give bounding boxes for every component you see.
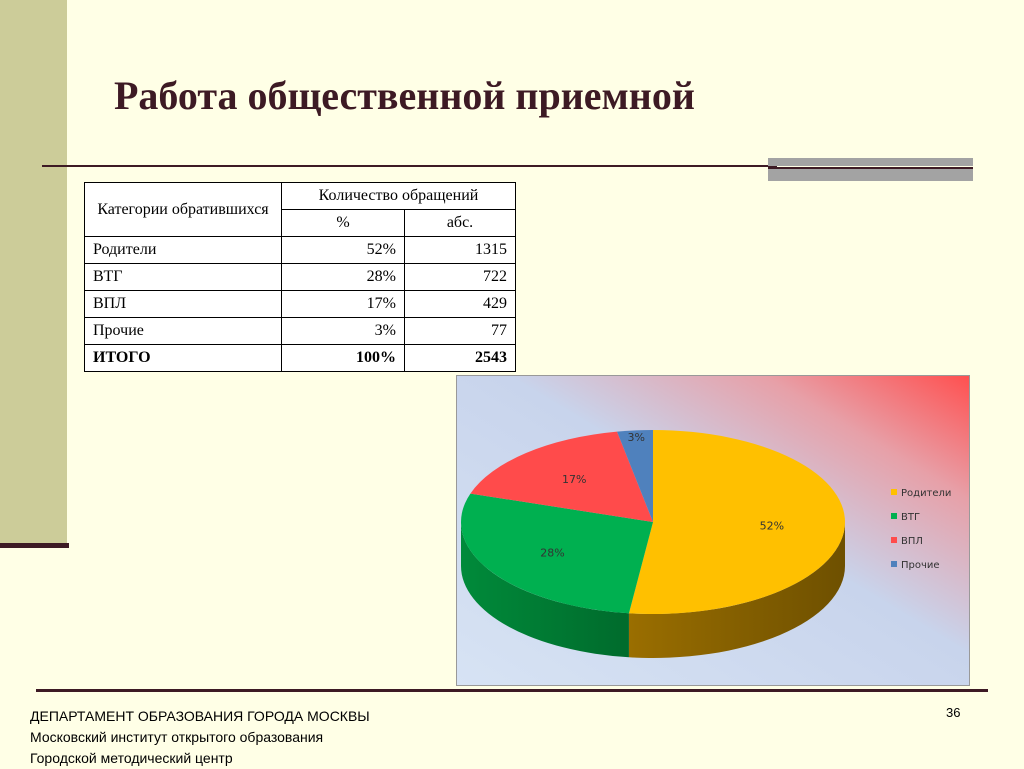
table-total-row: ИТОГО 100% 2543: [84, 344, 516, 372]
row-category: ВТГ: [84, 263, 282, 291]
title-divider-accent: [768, 158, 973, 166]
requests-table: Категории обратившихся Количество обраще…: [84, 182, 516, 372]
row-percent: 28%: [281, 263, 405, 291]
footer-line: ДЕПАРТАМЕНТ ОБРАЗОВАНИЯ ГОРОДА МОСКВЫ: [30, 708, 370, 724]
row-absolute: 1315: [404, 236, 516, 264]
pie-data-label: 3%: [627, 431, 644, 444]
total-absolute: 2543: [404, 344, 516, 372]
row-percent: 17%: [281, 290, 405, 318]
total-percent: 100%: [281, 344, 405, 372]
legend-swatch: [891, 513, 897, 519]
legend-swatch: [891, 537, 897, 543]
row-percent: 3%: [281, 317, 405, 345]
pie-data-label: 17%: [562, 473, 586, 486]
pie-slice: [628, 430, 845, 614]
footer-line: Городской методический центр: [30, 750, 233, 766]
footer: ДЕПАРТАМЕНТ ОБРАЗОВАНИЯ ГОРОДА МОСКВЫ Мо…: [30, 706, 370, 769]
pie-data-label: 28%: [540, 547, 564, 560]
table-row: ВПЛ 17% 429: [84, 290, 516, 318]
title-divider-accent-lower: [768, 167, 973, 181]
pie-slice: [470, 431, 653, 522]
pie-chart-svg: 52% 28% 17% 3% Родители ВТГ ВПЛ Прочие: [457, 376, 969, 685]
row-category: ВПЛ: [84, 290, 282, 318]
header-absolute: абс.: [404, 209, 516, 237]
pie-slice: [617, 430, 653, 522]
page-number: 36: [946, 705, 961, 720]
row-absolute: 722: [404, 263, 516, 291]
row-percent: 52%: [281, 236, 405, 264]
legend-label: Прочие: [901, 560, 940, 571]
pie-slice: [461, 493, 653, 614]
slide-title: Работа общественной приемной: [114, 73, 695, 118]
left-band-underline: [0, 543, 69, 548]
footer-line: Московский институт открытого образовани…: [30, 729, 324, 745]
left-decorative-band: [0, 0, 67, 548]
legend-swatch: [891, 561, 897, 567]
header-requests-count: Количество обращений: [281, 182, 516, 210]
table-row: ВТГ 28% 722: [84, 263, 516, 291]
row-category: Прочие: [84, 317, 282, 345]
table-row: Прочие 3% 77: [84, 317, 516, 345]
header-percent: %: [281, 209, 405, 237]
legend-swatch: [891, 489, 897, 495]
total-category: ИТОГО: [84, 344, 282, 372]
pie-slice-side: [461, 522, 629, 658]
legend-label: ВПЛ: [901, 536, 923, 547]
table-row: Родители 52% 1315: [84, 236, 516, 264]
pie-chart: 52% 28% 17% 3% Родители ВТГ ВПЛ Прочие: [456, 375, 970, 686]
row-absolute: 429: [404, 290, 516, 318]
legend-label: Родители: [901, 488, 951, 499]
footer-divider: [36, 689, 988, 692]
row-category: Родители: [84, 236, 282, 264]
row-absolute: 77: [404, 317, 516, 345]
legend-label: ВТГ: [901, 512, 920, 523]
pie-slice-side: [628, 522, 845, 658]
title-divider: [42, 165, 777, 167]
header-category: Категории обратившихся: [84, 182, 282, 237]
pie-data-label: 52%: [760, 520, 784, 533]
